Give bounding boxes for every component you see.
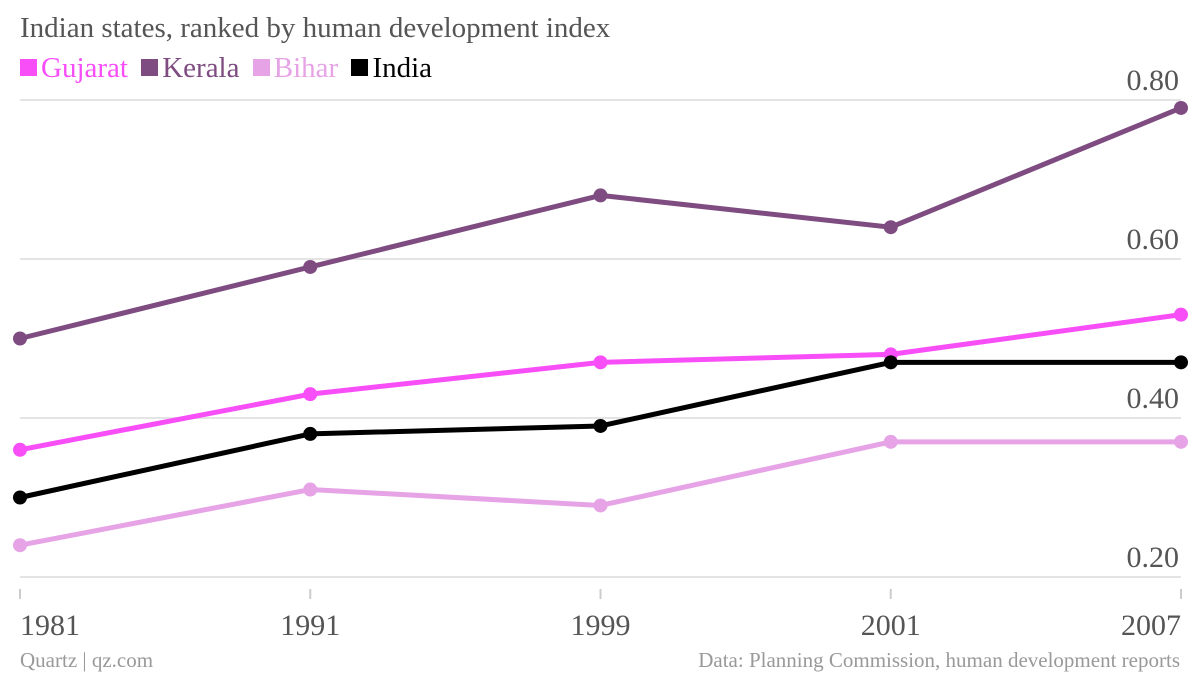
data-point-bihar xyxy=(883,434,898,449)
legend: Gujarat Kerala Bihar India xyxy=(20,52,438,85)
data-point-bihar xyxy=(593,498,608,513)
data-point-kerala xyxy=(13,331,27,346)
data-point-gujarat xyxy=(303,387,318,402)
legend-item-gujarat: Gujarat xyxy=(20,52,128,84)
data-point-kerala xyxy=(1174,100,1188,115)
data-point-kerala xyxy=(883,220,898,235)
data-point-india xyxy=(303,426,318,441)
data-point-bihar xyxy=(303,482,318,497)
legend-label-kerala: Kerala xyxy=(162,52,240,84)
series-line-kerala xyxy=(17,105,1184,341)
data-point-india xyxy=(593,418,608,433)
legend-label-gujarat: Gujarat xyxy=(41,52,128,84)
legend-swatch-gujarat xyxy=(20,59,37,76)
x-tick-label: 1991 xyxy=(280,609,340,642)
legend-item-bihar: Bihar xyxy=(252,52,339,84)
footer-source: Data: Planning Commission, human develop… xyxy=(698,648,1180,672)
data-point-india xyxy=(883,355,898,370)
chart-title: Indian states, ranked by human developme… xyxy=(20,12,611,44)
legend-swatch-kerala xyxy=(141,59,159,76)
data-point-gujarat xyxy=(1174,307,1188,322)
legend-item-india: India xyxy=(351,52,432,84)
legend-item-kerala: Kerala xyxy=(141,52,240,84)
x-tick-label: 2001 xyxy=(861,609,921,642)
data-point-india xyxy=(13,490,27,505)
legend-label-bihar: Bihar xyxy=(273,52,339,84)
y-tick-label: 0.40 xyxy=(1127,382,1180,415)
data-point-gujarat xyxy=(593,355,608,370)
data-point-bihar xyxy=(13,538,27,553)
legend-swatch-bihar xyxy=(252,59,270,76)
y-tick-label: 0.60 xyxy=(1127,223,1180,256)
data-point-india xyxy=(1174,355,1188,370)
data-point-gujarat xyxy=(13,442,27,457)
x-tick-label: 1981 xyxy=(20,609,80,642)
data-point-bihar xyxy=(1174,434,1188,449)
footer-credit: Quartz | qz.com xyxy=(20,648,154,672)
x-tick-label: 1999 xyxy=(571,609,631,642)
x-tick-label: 2007 xyxy=(1121,609,1181,642)
legend-swatch-india xyxy=(351,59,369,76)
legend-label-india: India xyxy=(372,52,433,84)
y-tick-label: 0.80 xyxy=(1127,64,1180,97)
data-point-kerala xyxy=(303,259,318,274)
y-tick-label: 0.20 xyxy=(1127,541,1180,574)
data-point-kerala xyxy=(593,188,608,203)
